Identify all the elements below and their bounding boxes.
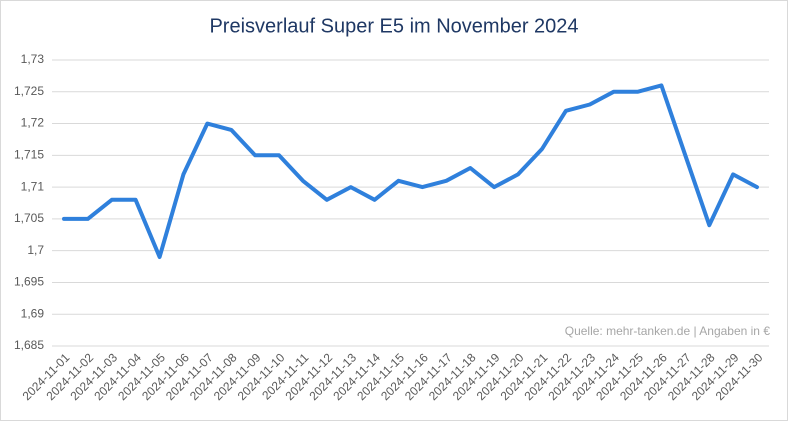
price-line (62, 83, 759, 259)
chart-title: Preisverlauf Super E5 im November 2024 (209, 15, 578, 37)
annotation: Quelle: mehr-tanken.de | Angaben in € (565, 324, 771, 338)
y-tick-label: 1,72 (21, 116, 45, 130)
y-tick-label: 1,69 (21, 306, 45, 320)
y-tick-label: 1,715 (14, 148, 44, 162)
y-tick-label: 1,73 (21, 52, 45, 66)
y-tick-label: 1,725 (14, 84, 44, 98)
y-tick-label: 1,71 (21, 179, 45, 193)
y-tick-label: 1,695 (14, 275, 44, 289)
y-tick-label: 1,705 (14, 211, 44, 225)
y-tick-label: 1,7 (27, 243, 44, 257)
y-tick-label: 1,685 (14, 338, 44, 352)
